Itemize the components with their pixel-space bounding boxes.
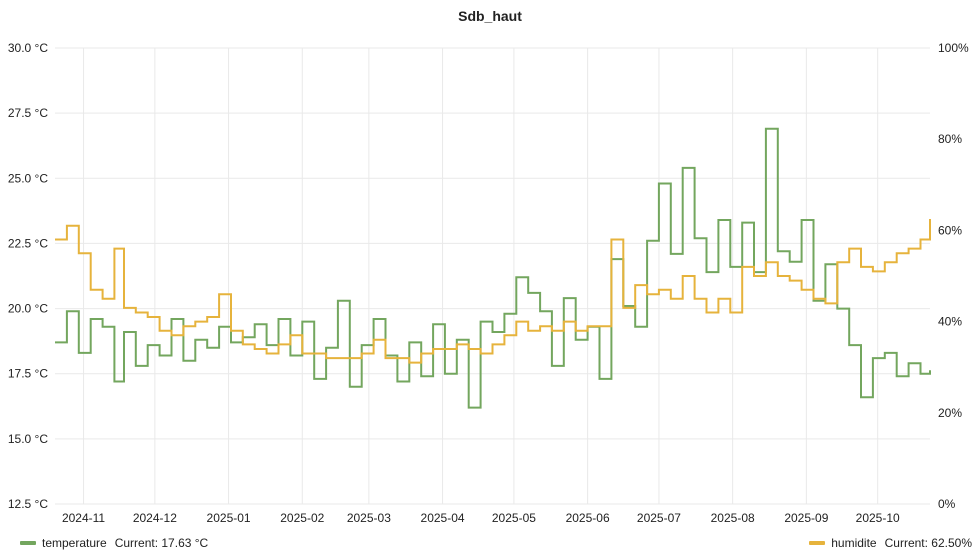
y-right-tick-label: 100%	[938, 41, 969, 55]
y-right-tick-label: 40%	[938, 315, 962, 329]
x-tick-label: 2025-03	[347, 511, 391, 525]
legend-label-humidite: humidite	[831, 536, 877, 550]
y-left-tick-label: 22.5 °C	[8, 236, 48, 250]
legend-item-humidite[interactable]: humidite Current: 62.50%	[809, 536, 972, 550]
y-left-tick-label: 17.5 °C	[8, 367, 48, 381]
chart-title: Sdb_haut	[458, 8, 522, 24]
series-line-humidite	[55, 219, 931, 364]
legend-swatch-temperature	[20, 541, 36, 545]
x-tick-label: 2025-05	[492, 511, 536, 525]
y-left-tick-label: 15.0 °C	[8, 432, 48, 446]
x-tick-label: 2025-04	[421, 511, 465, 525]
x-tick-label: 2025-09	[784, 511, 828, 525]
x-tick-label: 2025-07	[637, 511, 681, 525]
y-right-tick-label: 0%	[938, 497, 956, 511]
x-tick-label: 2025-08	[711, 511, 755, 525]
x-tick-label: 2025-01	[207, 511, 251, 525]
legend-current-temperature: Current: 17.63 °C	[114, 536, 209, 550]
legend-swatch-humidite	[809, 541, 826, 545]
series-line-temperature	[55, 127, 931, 409]
y-right-tick-label: 80%	[938, 132, 962, 146]
legend-item-temperature[interactable]: temperature Current: 17.63 °C	[20, 536, 208, 550]
y-left-tick-label: 12.5 °C	[8, 497, 48, 511]
x-tick-label: 2025-02	[280, 511, 324, 525]
y-left-tick-label: 25.0 °C	[8, 171, 48, 185]
legend-current-humidite: Current: 62.50%	[884, 536, 972, 550]
x-tick-label: 2025-06	[566, 511, 610, 525]
y-right-tick-label: 20%	[938, 406, 962, 420]
y-left-tick-label: 30.0 °C	[8, 41, 48, 55]
y-left-tick-label: 27.5 °C	[8, 106, 48, 120]
y-right-tick-label: 60%	[938, 223, 962, 237]
x-tick-label: 2024-12	[133, 511, 177, 525]
x-tick-label: 2025-10	[856, 511, 900, 525]
x-tick-label: 2024-11	[62, 511, 105, 525]
y-left-tick-label: 20.0 °C	[8, 302, 48, 316]
legend-label-temperature: temperature	[42, 536, 107, 550]
